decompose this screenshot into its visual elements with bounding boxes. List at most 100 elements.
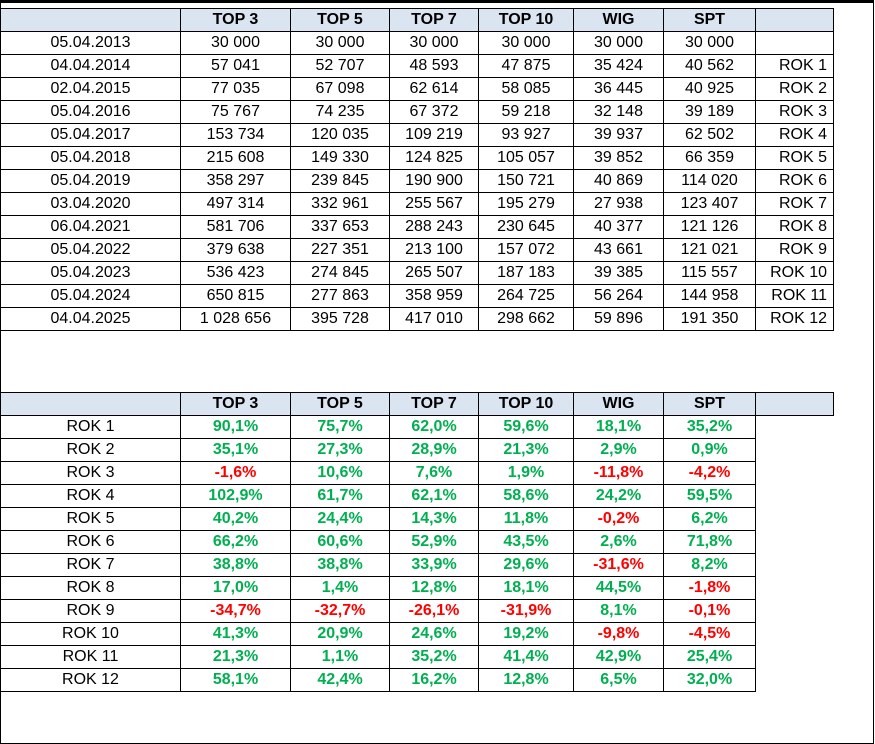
value-cell: 497 314 (180, 192, 291, 216)
column-header: TOP 10 (478, 8, 574, 32)
return-cell: 42,9% (573, 645, 664, 669)
column-header: TOP 5 (290, 8, 390, 32)
value-cell: 274 845 (290, 261, 390, 285)
value-cell: 105 057 (478, 146, 574, 170)
return-cell: 41,3% (180, 622, 291, 646)
table-row: 05.04.2019 358 297 239 845 190 900 150 721 40… (0, 169, 834, 193)
value-cell: 30 000 (478, 31, 574, 55)
return-cell: 24,4% (290, 507, 390, 531)
return-cell: 28,9% (389, 438, 479, 462)
table-row: ROK 2 35,1% 27,3% 28,9% 21,3% 2,9% 0,9% (0, 438, 834, 462)
return-cell: 59,5% (663, 484, 756, 508)
year-label-cell: ROK 2 (0, 438, 181, 462)
return-cell: 35,1% (180, 438, 291, 462)
return-cell: 44,5% (573, 576, 664, 600)
return-cell: 32,0% (663, 668, 756, 692)
return-cell: 27,3% (290, 438, 390, 462)
year-label-cell (755, 31, 834, 55)
return-cell: 17,0% (180, 576, 291, 600)
date-cell: 02.04.2015 (0, 77, 181, 101)
value-cell: 30 000 (663, 31, 756, 55)
value-cell: 32 148 (573, 100, 664, 124)
year-label-cell: ROK 6 (0, 530, 181, 554)
empty-cell (755, 622, 834, 646)
empty-cell (755, 438, 834, 462)
return-cell: 58,1% (180, 668, 291, 692)
value-cell: 187 183 (478, 261, 574, 285)
value-cell: 93 927 (478, 123, 574, 147)
value-cell: 417 010 (389, 307, 479, 331)
return-cell: 12,8% (389, 576, 479, 600)
return-cell: 21,3% (180, 645, 291, 669)
value-cell: 30 000 (180, 31, 291, 55)
value-cell: 58 085 (478, 77, 574, 101)
table-row: 05.04.2022 379 638 227 351 213 100 157 072 43… (0, 238, 834, 262)
value-cell: 52 707 (290, 54, 390, 78)
return-table-header-row: TOP 3 TOP 5 TOP 7 TOP 10 WIG SPT (0, 392, 834, 416)
value-cell: 215 608 (180, 146, 291, 170)
year-label-cell: ROK 10 (755, 261, 834, 285)
return-cell: 14,3% (389, 507, 479, 531)
value-cell: 650 815 (180, 284, 291, 308)
value-cell: 149 330 (290, 146, 390, 170)
return-cell: -32,7% (290, 599, 390, 623)
value-cell: 40 562 (663, 54, 756, 78)
return-cell: 66,2% (180, 530, 291, 554)
date-cell: 05.04.2019 (0, 169, 181, 193)
value-cell: 56 264 (573, 284, 664, 308)
return-cell: 29,6% (478, 553, 574, 577)
date-cell: 05.04.2023 (0, 261, 181, 285)
value-cell: 57 041 (180, 54, 291, 78)
date-cell: 05.04.2022 (0, 238, 181, 262)
value-cell: 67 372 (389, 100, 479, 124)
column-header (0, 8, 181, 32)
column-header: TOP 7 (389, 8, 479, 32)
return-cell: 7,6% (389, 461, 479, 485)
return-cell: 38,8% (180, 553, 291, 577)
value-cell: 213 100 (389, 238, 479, 262)
value-cell: 115 557 (663, 261, 756, 285)
return-cell: 2,6% (573, 530, 664, 554)
value-cell: 358 297 (180, 169, 291, 193)
return-cell: 35,2% (389, 645, 479, 669)
table-row: ROK 3 -1,6% 10,6% 7,6% 1,9% -11,8% -4,2% (0, 461, 834, 485)
date-cell: 05.04.2024 (0, 284, 181, 308)
value-cell: 120 035 (290, 123, 390, 147)
year-label-cell: ROK 9 (755, 238, 834, 262)
year-label-cell: ROK 4 (0, 484, 181, 508)
date-cell: 05.04.2017 (0, 123, 181, 147)
year-label-cell: ROK 7 (755, 192, 834, 216)
value-table-header-row: TOP 3 TOP 5 TOP 7 TOP 10 WIG SPT (0, 8, 834, 32)
return-cell: 71,8% (663, 530, 756, 554)
year-label-cell: ROK 3 (0, 461, 181, 485)
column-header: TOP 3 (180, 8, 291, 32)
year-label-cell: ROK 4 (755, 123, 834, 147)
year-label-cell: ROK 8 (0, 576, 181, 600)
value-cell: 195 279 (478, 192, 574, 216)
year-label-cell: ROK 8 (755, 215, 834, 239)
table-row: 06.04.2021 581 706 337 653 288 243 230 645 40… (0, 215, 834, 239)
column-header (755, 8, 834, 32)
value-cell: 30 000 (290, 31, 390, 55)
value-cell: 75 767 (180, 100, 291, 124)
return-cell: 59,6% (478, 415, 574, 439)
return-cell: 6,5% (573, 668, 664, 692)
year-label-cell: ROK 12 (755, 307, 834, 331)
return-cell: 2,9% (573, 438, 664, 462)
value-cell: 30 000 (573, 31, 664, 55)
return-cell: 0,9% (663, 438, 756, 462)
table-row: ROK 7 38,8% 38,8% 33,9% 29,6% -31,6% 8,2% (0, 553, 834, 577)
return-cell: -34,7% (180, 599, 291, 623)
value-cell: 581 706 (180, 215, 291, 239)
value-cell: 536 423 (180, 261, 291, 285)
return-cell: -0,1% (663, 599, 756, 623)
return-cell: -1,8% (663, 576, 756, 600)
table-row: ROK 10 41,3% 20,9% 24,6% 19,2% -9,8% -4,5% (0, 622, 834, 646)
value-cell: 288 243 (389, 215, 479, 239)
year-label-cell: ROK 3 (755, 100, 834, 124)
table-row: 05.04.2017 153 734 120 035 109 219 93 927 39 … (0, 123, 834, 147)
date-cell: 05.04.2013 (0, 31, 181, 55)
value-cell: 239 845 (290, 169, 390, 193)
return-cell: 61,7% (290, 484, 390, 508)
value-cell: 191 350 (663, 307, 756, 331)
